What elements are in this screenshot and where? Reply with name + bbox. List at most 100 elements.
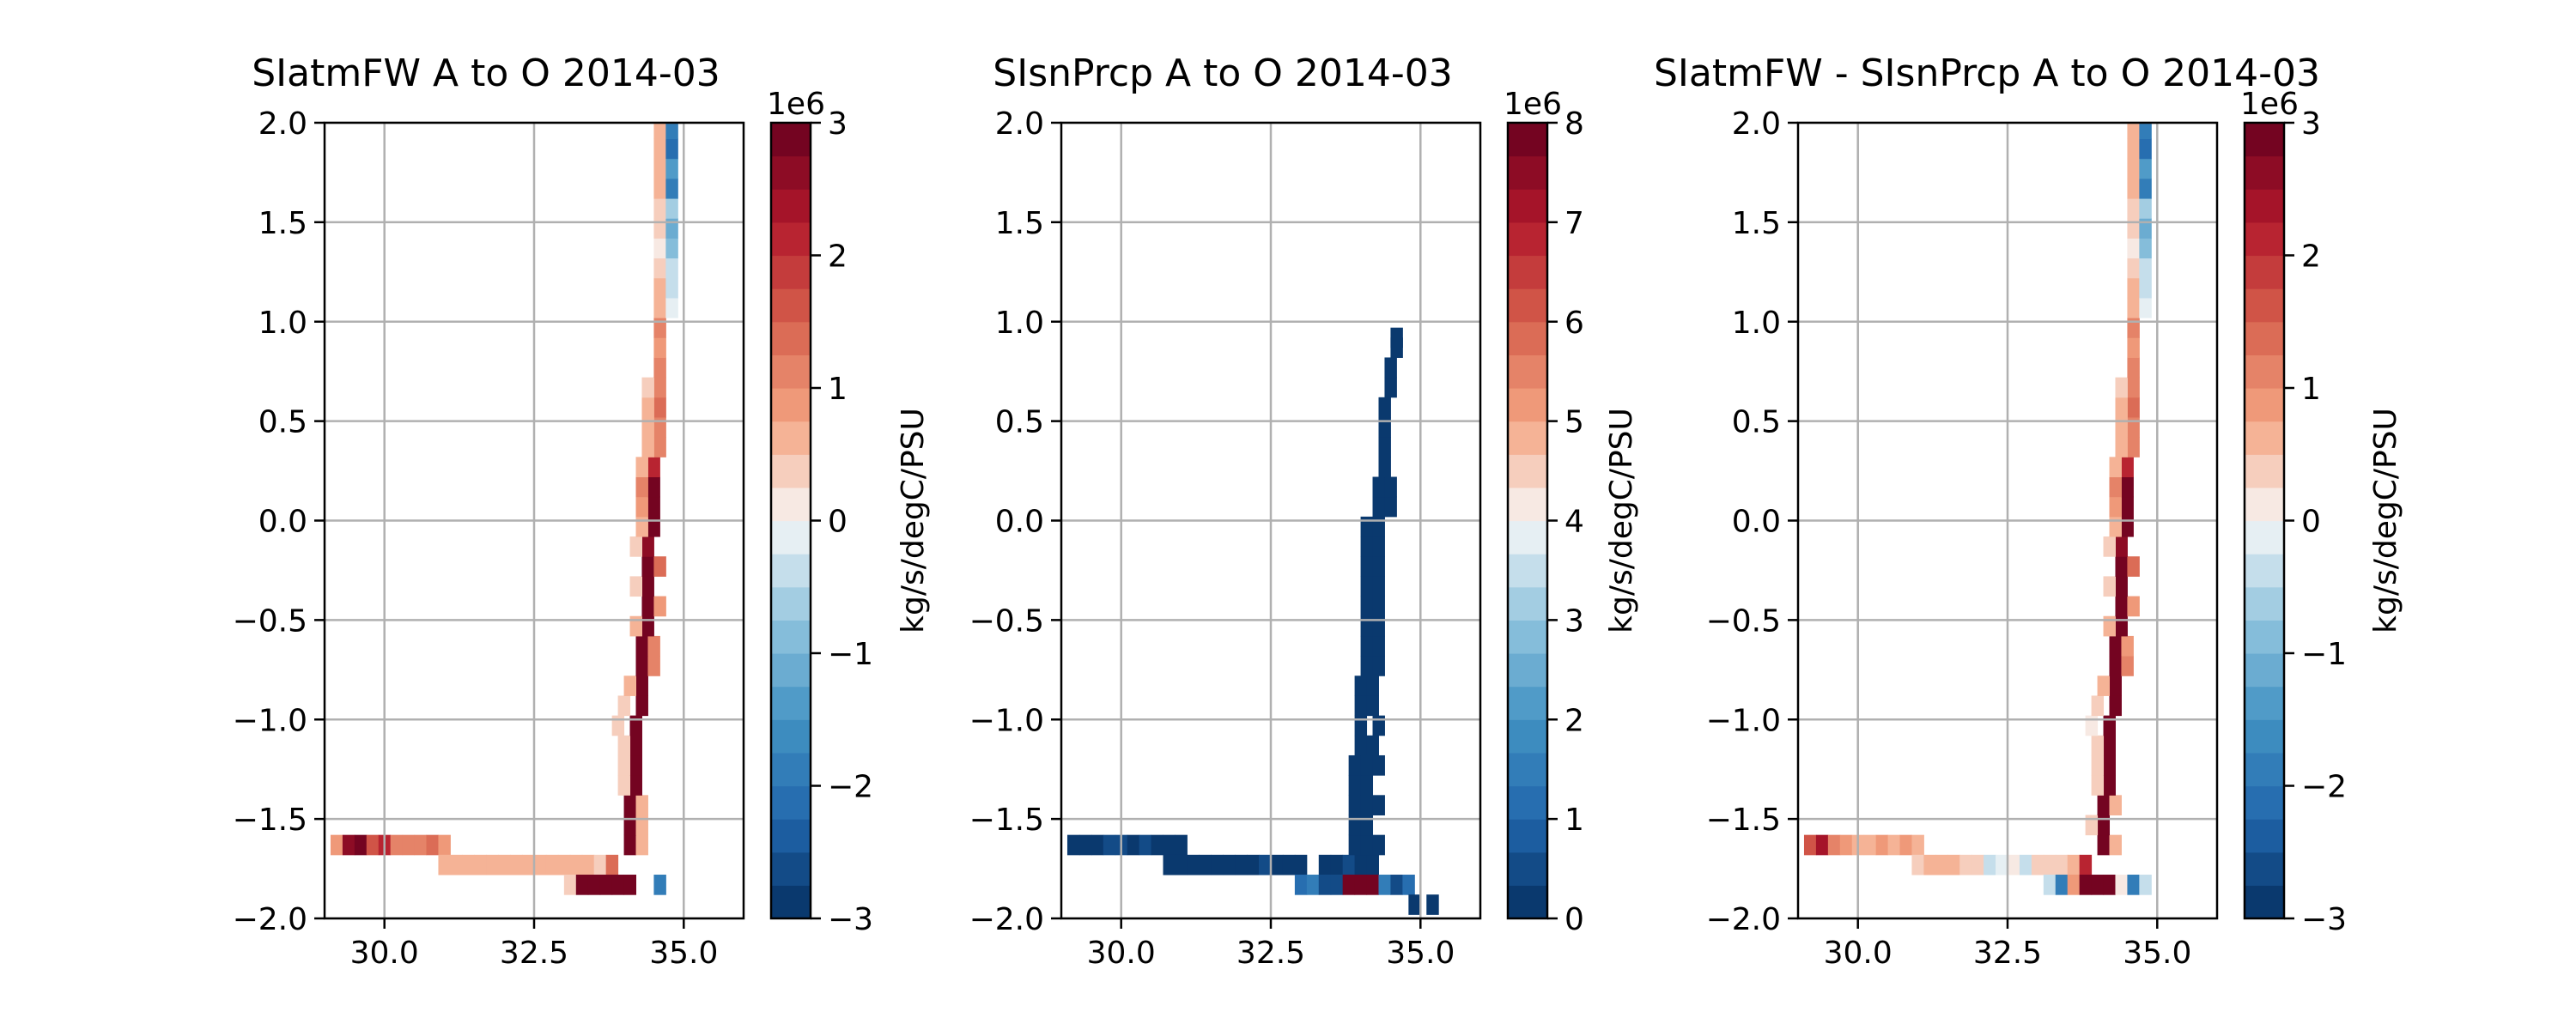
heatmap-cell xyxy=(1372,715,1385,736)
colorbar-tick-label: 7 xyxy=(1564,206,1584,241)
heatmap-cell xyxy=(1360,656,1374,676)
heatmap-cell xyxy=(599,875,613,895)
chart-panel-3: 30.0 32.5 35.0 2.0 1.5 1.0 0.5 0.0 −0.5 −1.0 −1.5 −… xyxy=(1654,52,2403,971)
heatmap-cell xyxy=(1235,854,1248,876)
heatmap-cell xyxy=(2139,238,2152,259)
heatmap-cell xyxy=(1330,875,1344,895)
heatmap-cell xyxy=(617,735,631,756)
heatmap-cell xyxy=(1354,695,1368,717)
colorbar-tick-label: 1 xyxy=(1564,803,1584,838)
heatmap-cell xyxy=(647,476,660,498)
heatmap-cell xyxy=(1384,377,1397,398)
heatmap-cell xyxy=(623,676,637,696)
colorbar-segment xyxy=(2245,321,2284,355)
colorbar-tick-label: 5 xyxy=(1564,405,1584,440)
colorbar-segment xyxy=(2245,686,2284,720)
heatmap-cells xyxy=(1066,327,1439,915)
heatmap-cell xyxy=(575,875,589,895)
colorbar-segment xyxy=(771,586,811,621)
heatmap-cell xyxy=(2127,178,2140,199)
heatmap-cell xyxy=(1360,516,1374,537)
heatmap-cell xyxy=(1863,834,1877,856)
heatmap-cell xyxy=(1935,854,1948,876)
heatmap-cell xyxy=(629,576,642,597)
heatmap-cell xyxy=(498,854,511,876)
heatmap-cell xyxy=(2109,516,2122,537)
heatmap-cell xyxy=(2127,238,2140,259)
colorbar-segment xyxy=(1508,752,1547,787)
heatmap-cell xyxy=(1354,715,1368,736)
heatmap-cell xyxy=(2091,775,2105,796)
colorbar-segment xyxy=(2245,620,2284,654)
heatmap-cell xyxy=(1330,854,1344,876)
heatmap-cell xyxy=(390,834,404,856)
colorbar-tick-label: 3 xyxy=(1564,603,1584,639)
heatmap-cell xyxy=(450,854,463,876)
heatmap-cell xyxy=(665,198,678,219)
heatmap-cell xyxy=(2103,735,2116,756)
heatmap-cell xyxy=(1996,854,2008,876)
heatmap-cell xyxy=(653,158,666,179)
heatmap-cell xyxy=(402,834,416,856)
y-tick-label: 0.5 xyxy=(995,405,1044,440)
heatmap-cell xyxy=(653,556,666,577)
colorbar-segment xyxy=(771,851,811,886)
heatmap-cell xyxy=(1187,854,1200,876)
heatmap-cell xyxy=(1378,416,1391,438)
heatmap-cell xyxy=(2085,715,2099,736)
heatmap-cell xyxy=(635,834,648,856)
chart-title: SIsnPrcp A to O 2014-03 xyxy=(993,52,1452,95)
heatmap-cell xyxy=(2019,854,2032,876)
colorbar-tick-label: 6 xyxy=(1564,306,1584,341)
heatmap-cell xyxy=(635,476,648,498)
heatmap-cell xyxy=(2008,854,2020,876)
heatmap-cell xyxy=(665,297,678,318)
heatmap-cell xyxy=(665,158,678,179)
heatmap-cells xyxy=(1803,123,2152,895)
heatmap-cell xyxy=(593,854,607,876)
heatmap-cell xyxy=(1175,834,1188,856)
heatmap-cell xyxy=(1372,536,1385,557)
heatmap-cell xyxy=(1390,875,1403,895)
colorbar-segment xyxy=(2245,421,2284,455)
heatmap-cell xyxy=(1923,854,1936,876)
heatmap-cell xyxy=(330,834,343,856)
heatmap-cell xyxy=(653,377,666,398)
heatmap-cell xyxy=(1360,536,1374,557)
heatmap-cell xyxy=(1899,834,1912,856)
heatmap-cell xyxy=(635,496,648,518)
heatmap-cell xyxy=(2067,854,2081,876)
colorbar-multiplier: 1e6 xyxy=(1504,87,1562,122)
heatmap-cell xyxy=(2103,754,2116,776)
colorbar-tick-label: 1 xyxy=(2301,372,2321,407)
y-tick-label: −1.5 xyxy=(969,803,1044,838)
heatmap-cell xyxy=(1360,615,1374,637)
heatmap-cell xyxy=(2139,138,2152,160)
colorbar: 8 7 6 5 4 3 2 1 0 1e6 kg/s/degC/PSU xyxy=(1504,87,1639,937)
colorbar: 3 2 1 0 −1 −2 −3 1e6 kg/s/degC/PSU xyxy=(767,87,931,937)
colorbar-tick-label: −1 xyxy=(2301,637,2347,672)
heatmap-cell xyxy=(623,875,637,895)
heatmap-cell xyxy=(2079,854,2093,876)
heatmap-cell xyxy=(1091,834,1104,856)
colorbar-segment xyxy=(2245,454,2284,488)
heatmap-cell xyxy=(2115,875,2128,895)
heatmap-cell xyxy=(563,875,577,895)
heatmap-cell xyxy=(2121,656,2134,676)
colorbar-tick-label: 2 xyxy=(1564,703,1584,738)
heatmap-cell xyxy=(2127,875,2140,895)
colorbar-segment xyxy=(771,421,811,455)
heatmap-cell xyxy=(1342,875,1356,895)
heatmap-cell xyxy=(653,198,666,219)
heatmap-cell xyxy=(2127,297,2140,318)
heatmap-cell xyxy=(653,258,666,279)
colorbar-segment xyxy=(2245,885,2284,919)
colorbar-segment xyxy=(2245,785,2284,820)
heatmap-cell xyxy=(665,123,678,140)
heatmap-cell xyxy=(1384,496,1397,518)
colorbar-tick-label: 3 xyxy=(2301,106,2321,142)
x-tick-label: 30.0 xyxy=(1087,936,1156,971)
heatmap-cell xyxy=(653,138,666,160)
heatmap-cell xyxy=(581,854,595,876)
heatmap-cell xyxy=(641,536,654,557)
